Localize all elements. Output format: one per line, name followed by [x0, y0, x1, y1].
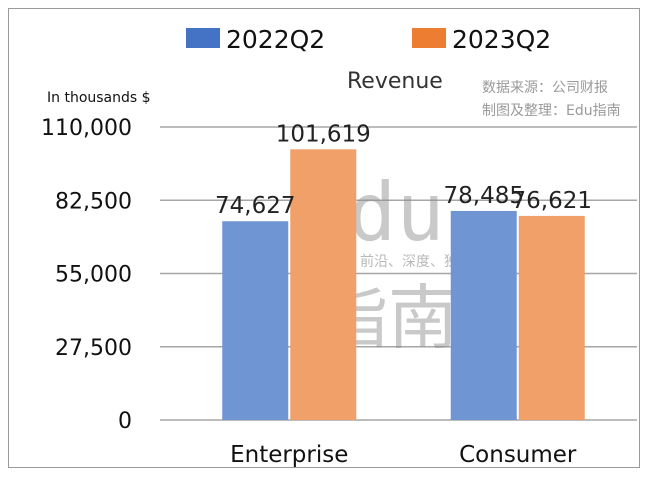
bars [222, 149, 585, 421]
chart-frame [8, 8, 640, 468]
bar-2022q2-enterprise [222, 221, 289, 420]
bar-2022q2-consumer [450, 210, 517, 420]
data-label: 74,627 [215, 193, 295, 219]
legend: 2022Q2 2023Q2 [186, 25, 551, 54]
y-tick-label: 0 [118, 409, 132, 434]
chart-title: Revenue [347, 69, 443, 94]
y-tick-labels: 0 27,500 55,000 82,500 110,000 [41, 116, 132, 434]
y-tick-label: 110,000 [41, 116, 132, 141]
y-tick-label: 55,000 [55, 263, 132, 288]
source-line-2: 制图及整理：Edu指南 [482, 103, 621, 119]
legend-swatch-2022q2 [186, 28, 220, 48]
y-axis-unit-label: In thousands $ [47, 90, 151, 106]
legend-swatch-2023q2 [412, 28, 446, 48]
data-label: 101,619 [276, 121, 371, 147]
category-labels: Enterprise Consumer [230, 442, 577, 468]
bar-2023q2-enterprise [290, 149, 357, 421]
legend-label-2022q2: 2022Q2 [226, 25, 325, 54]
data-label: 76,621 [512, 188, 592, 214]
bar-2023q2-consumer [518, 215, 585, 420]
category-label: Consumer [459, 442, 577, 468]
source-line-1: 数据来源：公司财报 [482, 80, 608, 96]
data-label: 78,485 [444, 183, 524, 209]
category-label: Enterprise [230, 442, 348, 468]
y-tick-label: 82,500 [55, 189, 132, 214]
legend-label-2023q2: 2023Q2 [452, 25, 551, 54]
y-tick-label: 27,500 [55, 336, 132, 361]
